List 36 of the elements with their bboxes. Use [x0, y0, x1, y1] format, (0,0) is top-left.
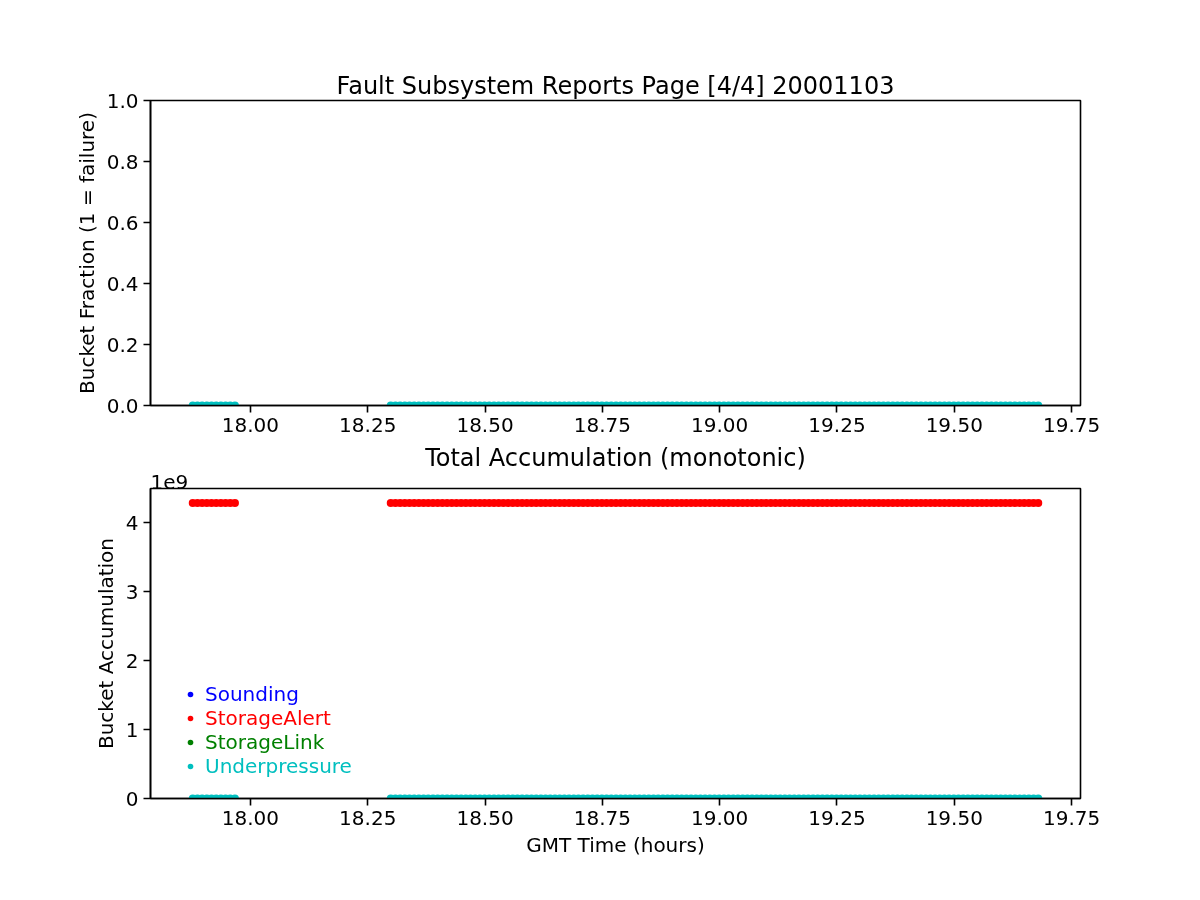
y-tick-label: 4: [125, 510, 139, 535]
x-tick-label: 19.00: [691, 805, 749, 830]
x-tick-label: 18.00: [221, 805, 280, 830]
y-tick-label: 3: [125, 579, 139, 604]
x-tick-label: 18.25: [339, 412, 397, 437]
chart-title: Total Accumulation (monotonic): [424, 443, 806, 472]
y-axis-title: Bucket Fraction (1 = failure): [74, 112, 99, 394]
series-label: Underpressure: [205, 754, 352, 778]
x-tick-label: 19.50: [925, 412, 983, 437]
y-axis-title: Bucket Accumulation: [93, 537, 118, 750]
chart-title: Fault Subsystem Reports Page [4/4] 20001103: [336, 71, 895, 100]
y-tick-label: 0.8: [106, 149, 139, 174]
x-tick-label: 18.00: [221, 412, 280, 437]
x-tick-label: 18.50: [456, 805, 514, 830]
y-tick-label: 2: [125, 648, 139, 673]
x-tick-label: 19.00: [691, 412, 749, 437]
y-tick-label: 0.2: [106, 332, 139, 357]
y-tick-label: 1: [125, 717, 139, 742]
legend-label: Sounding: [205, 682, 299, 706]
y-tick-label: 1.0: [106, 88, 139, 113]
legend-label: StorageLink: [205, 730, 325, 754]
y-tick-label: 0.0: [106, 393, 139, 418]
y-tick-label: 0.4: [106, 271, 139, 296]
x-tick-label: 18.75: [573, 412, 631, 437]
y-tick-label: 0.6: [106, 210, 139, 235]
y-tick-label: 0: [125, 786, 139, 811]
x-axis-title: GMT Time (hours): [526, 832, 705, 857]
x-tick-label: 18.25: [339, 805, 397, 830]
x-tick-label: 19.75: [1042, 412, 1101, 437]
x-tick-label: 19.25: [808, 805, 866, 830]
x-tick-label: 18.75: [573, 805, 631, 830]
x-tick-label: 19.75: [1042, 805, 1101, 830]
x-tick-label: 18.50: [456, 412, 514, 437]
x-tick-label: 19.50: [925, 805, 983, 830]
text: StorageAlert: [205, 706, 331, 730]
x-tick-label: 19.25: [808, 412, 866, 437]
